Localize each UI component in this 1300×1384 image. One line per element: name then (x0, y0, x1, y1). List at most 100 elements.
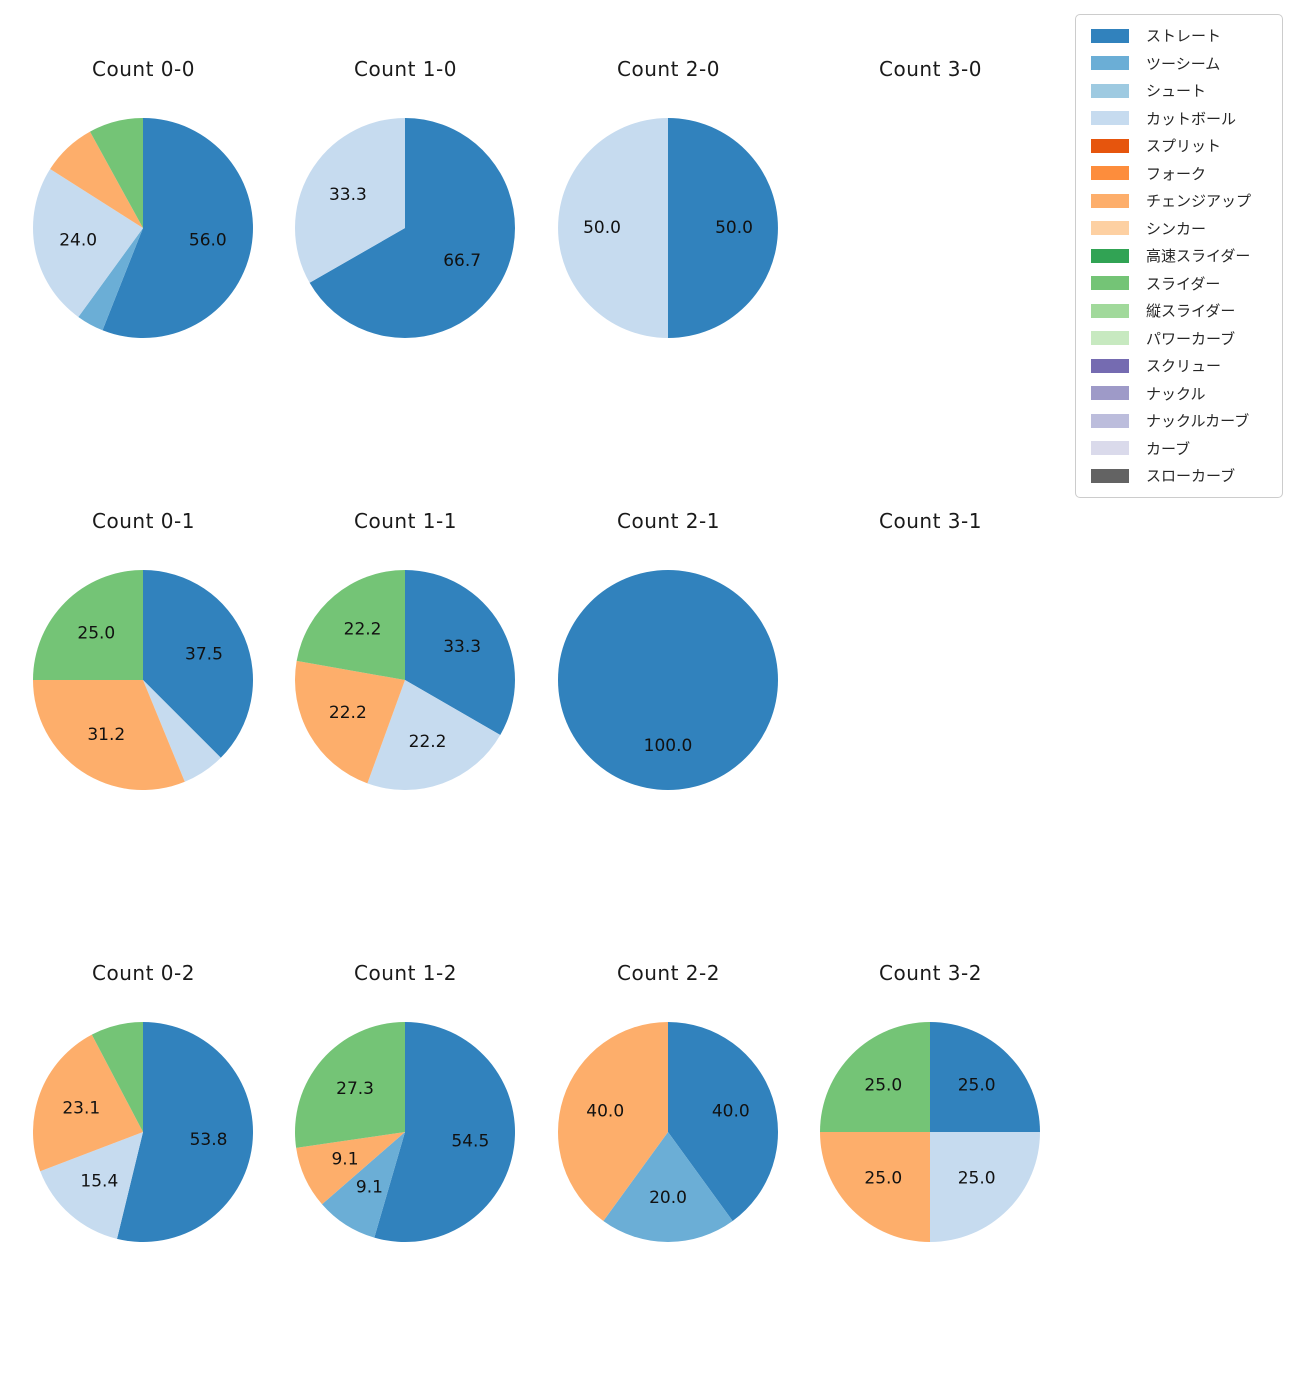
legend-item: フォーク (1086, 160, 1272, 188)
pie-slice-ストレート (405, 570, 515, 735)
pct-label: 15.4 (80, 1172, 118, 1192)
pct-label: 40.0 (712, 1102, 750, 1122)
pie-slice-ストレート (668, 118, 778, 338)
subplot-title: Count 2-0 (617, 57, 720, 81)
pie-chart-count-0-1: 37.5 31.2 25.0 (33, 570, 253, 790)
legend-label: スプリット (1146, 137, 1222, 156)
subplot-count-0-2: Count 0-2 53.8 15.4 23.1 (12, 954, 275, 1384)
legend-item: カーブ (1086, 435, 1272, 463)
legend-swatch (1091, 441, 1129, 456)
pie-slice-スライダー (820, 1022, 930, 1132)
legend-item: ナックル (1086, 380, 1272, 408)
pie-slice-カットボール (33, 169, 143, 317)
legend-swatch (1091, 413, 1129, 428)
subplot-title: Count 3-2 (879, 961, 982, 985)
legend-swatch (1091, 276, 1129, 291)
legend-item: ツーシーム (1086, 50, 1272, 78)
pct-label: 25.0 (864, 1169, 902, 1189)
subplot-count-3-1: Count 3-1 (799, 502, 1062, 932)
pct-label: 53.8 (190, 1130, 228, 1150)
pct-label: 9.1 (356, 1178, 383, 1198)
legend-label: シンカー (1146, 219, 1207, 238)
pie-slice-ツーシーム (603, 1132, 733, 1242)
pie-chart-count-1-0: 66.7 33.3 (295, 118, 515, 338)
subplot-count-3-0: Count 3-0 (799, 50, 1062, 480)
subplot-count-1-1: Count 1-1 33.3 22.2 22.2 22.2 (274, 502, 537, 932)
subplot-title: Count 1-1 (354, 509, 457, 533)
pie-chart-count-2-2: 40.0 20.0 40.0 (558, 1022, 778, 1242)
legend-swatch (1091, 83, 1129, 98)
legend-item: スローカーブ (1086, 462, 1272, 490)
subplot-count-0-0: Count 0-0 56.0 24.0 (12, 50, 275, 480)
pct-label: 54.5 (451, 1131, 489, 1151)
pct-label: 24.0 (59, 230, 97, 250)
legend-item: スプリット (1086, 132, 1272, 160)
pie-slice-カットボール (558, 118, 668, 338)
pct-label: 25.0 (77, 623, 115, 643)
legend-item: シンカー (1086, 215, 1272, 243)
legend-label: スライダー (1146, 274, 1221, 293)
legend-label: チェンジアップ (1146, 192, 1252, 211)
pie-slice-カットボール (930, 1132, 1040, 1242)
legend-item: カットボール (1086, 105, 1272, 133)
pie-chart-count-1-2: 54.5 9.1 9.1 27.3 (295, 1022, 515, 1242)
pie-slice-チェンジアップ (296, 1132, 405, 1205)
pct-label: 33.3 (329, 185, 367, 205)
pie-slice-チェンジアップ (295, 660, 405, 784)
pie-slice-ストレート (309, 118, 515, 338)
legend-label: ストレート (1146, 27, 1222, 46)
pie-slice-チェンジアップ (820, 1132, 930, 1242)
pitch-type-by-count-figure: Count 0-0 56.0 24.0 Count 1-0 66.7 33.3 Co… (12, 14, 1283, 1242)
pct-label: 33.3 (443, 637, 481, 657)
subplot-title: Count 0-2 (92, 961, 195, 985)
legend-swatch (1091, 138, 1129, 153)
legend-swatch (1091, 221, 1129, 236)
pie-slice-チェンジアップ (33, 680, 185, 790)
legend-label: シュート (1146, 82, 1207, 101)
subplot-count-2-0: Count 2-0 50.0 50.0 (537, 50, 800, 480)
legend-label: 縦スライダー (1146, 302, 1236, 321)
legend-swatch (1091, 56, 1129, 71)
pie-chart-count-3-1 (820, 570, 1040, 790)
legend-item: ストレート (1086, 22, 1272, 50)
legend-label: 高速スライダー (1146, 247, 1251, 266)
pct-label: 37.5 (185, 645, 223, 665)
pct-label: 31.2 (87, 725, 125, 745)
pie-slice-ストレート (930, 1022, 1040, 1132)
subplot-title: Count 2-2 (617, 961, 720, 985)
pie-chart-count-2-1: 100.0 (558, 570, 778, 790)
legend-item: ナックルカーブ (1086, 407, 1272, 435)
pct-label: 25.0 (958, 1169, 996, 1189)
pie-chart-count-0-0: 56.0 24.0 (33, 118, 253, 338)
pie-slice-スライダー (91, 1022, 143, 1132)
legend-item: チェンジアップ (1086, 187, 1272, 215)
legend-swatch (1091, 248, 1129, 263)
legend-label: ナックル (1146, 384, 1206, 403)
pie-slice-スライダー (90, 118, 143, 228)
subplot-title: Count 3-1 (879, 509, 982, 533)
pie-slice-カットボール (367, 680, 501, 790)
legend-label: フォーク (1146, 164, 1207, 183)
legend-label: パワーカーブ (1146, 329, 1236, 348)
pie-slice-ストレート (116, 1022, 253, 1242)
pie-slice-ツーシーム (78, 228, 143, 331)
pie-slice-スライダー (295, 1022, 405, 1148)
pct-label: 22.2 (329, 703, 367, 723)
legend-label: ナックルカーブ (1146, 412, 1250, 431)
pie-slice-ストレート (668, 1022, 778, 1221)
pie-slice-ストレート (143, 570, 253, 758)
subplot-count-1-0: Count 1-0 66.7 33.3 (274, 50, 537, 480)
legend: ストレートツーシームシュートカットボールスプリットフォークチェンジアップ シンカー… (1075, 14, 1283, 498)
pct-label: 50.0 (715, 218, 753, 238)
legend-swatch (1091, 193, 1129, 208)
pct-label: 100.0 (644, 736, 693, 756)
subplot-count-0-1: Count 0-1 37.5 31.2 25.0 (12, 502, 275, 932)
subplot-title: Count 1-0 (354, 57, 457, 81)
pie-slice-ストレート (102, 118, 253, 338)
legend-swatch (1091, 331, 1129, 346)
pie-slice-スライダー (296, 570, 405, 680)
legend-item: パワーカーブ (1086, 325, 1272, 353)
pie-chart-count-2-0: 50.0 50.0 (558, 118, 778, 338)
subplot-title: Count 2-1 (617, 509, 720, 533)
pct-label: 27.3 (336, 1079, 374, 1099)
